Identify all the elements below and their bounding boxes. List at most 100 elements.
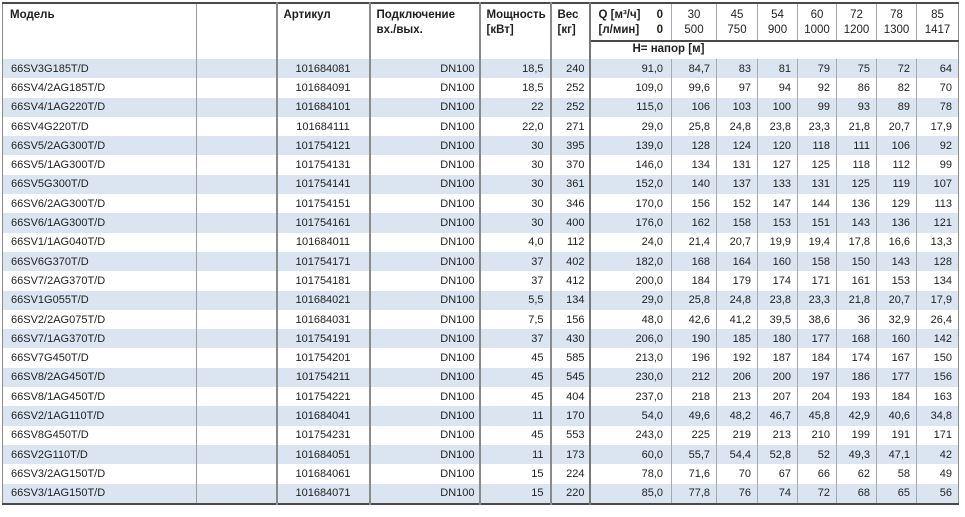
table-body: 66SV3G185T/D 101684081 DN100 18,5 240 91,0 84,…	[2, 59, 959, 504]
cell-head-q0: 206,0	[588, 329, 672, 349]
table-row: 66SV7G450T/D 101754201 DN100 45 585 213,0 196 1…	[3, 348, 959, 368]
cell-weight: 395	[549, 136, 590, 156]
cell-spacer	[196, 329, 277, 349]
column-header-flowrate: 54 900	[757, 3, 798, 41]
table-row: 66SV6/1AG300T/D 101754161 DN100 30 400 176,0 1…	[2, 213, 959, 233]
cell-head-value: 23,3	[797, 116, 837, 137]
cell-head-value: 83	[716, 59, 758, 79]
cell-head-value: 129	[876, 194, 917, 214]
cell-head-value: 143	[876, 251, 917, 272]
cell-head-value: 62	[836, 464, 877, 484]
cell-article: 101684031	[275, 309, 370, 330]
cell-head-value: 70	[716, 464, 758, 484]
cell-head-q0: 54,0	[588, 406, 672, 426]
cell-head-value: 89	[876, 97, 917, 117]
cell-power: 45	[478, 387, 551, 407]
q-units-lmin: [л/мин]	[598, 24, 640, 36]
cell-head-value: 163	[916, 387, 959, 407]
power-label-line2: [кВт]	[486, 24, 514, 36]
cell-head-value: 58	[876, 464, 917, 484]
header-row-head: Н= напор [м]	[3, 40, 959, 59]
q-header-line1: Q [м³/ч] 0	[599, 8, 664, 23]
cell-head-value: 42,9	[836, 406, 877, 426]
cell-head-value: 153	[876, 271, 917, 291]
cell-spacer	[196, 425, 277, 445]
cell-head-q0: 152,0	[588, 174, 672, 195]
cell-head-value: 77,8	[671, 483, 717, 504]
cell-head-value: 124	[716, 136, 758, 156]
cell-head-value: 218	[671, 387, 717, 407]
cell-connection: DN100	[368, 213, 480, 233]
column-header-flowrate: 78 1300	[876, 3, 917, 41]
q-units-m3h: Q [м³/ч]	[598, 9, 641, 21]
cell-weight: 370	[549, 155, 590, 175]
cell-head-value: 74	[757, 483, 798, 504]
cell-head-value: 125	[797, 155, 837, 175]
cell-weight: 170	[549, 406, 590, 426]
cell-spacer	[196, 232, 277, 252]
cell-article: 101684021	[275, 290, 370, 310]
cell-head-q0: 24,0	[588, 232, 672, 252]
cell-head-value: 94	[757, 78, 798, 98]
cell-connection: DN100	[368, 329, 480, 349]
cell-head-value: 23,8	[757, 290, 798, 310]
cell-head-value: 153	[757, 213, 798, 233]
cell-head-q0: 78,0	[588, 464, 672, 484]
cell-weight: 553	[549, 425, 590, 445]
table-row: 66SV5G300T/D 101754141 DN100 30 361 152,0 140 1…	[2, 174, 959, 195]
cell-power: 18,5	[478, 59, 551, 79]
cell-connection: DN100	[368, 309, 480, 330]
cell-connection: DN100	[368, 406, 480, 426]
cell-model: 66SV4G220T/D	[11, 120, 89, 133]
cell-connection: DN100	[368, 155, 480, 175]
cell-model: 66SV3/2AG150T/D	[11, 467, 106, 480]
cell-weight: 252	[549, 78, 590, 98]
cell-head-value: 17,9	[916, 290, 959, 310]
cell-article: 101754181	[275, 271, 370, 291]
cell-head-value: 56	[916, 483, 959, 504]
cell-head-value: 71,6	[671, 464, 717, 484]
cell-head-value: 84,7	[671, 59, 717, 79]
cell-head-value: 67	[757, 464, 798, 484]
cell-head-value: 19,9	[757, 232, 798, 252]
cell-head-value: 81	[757, 59, 798, 79]
table-row: 66SV2G110T/D 101684051 DN100 11 173 60,0 55,7 5…	[2, 444, 959, 465]
cell-head-value: 20,7	[876, 290, 917, 310]
q-zero-value-m3h: 0	[656, 9, 663, 21]
cell-connection: DN100	[368, 232, 480, 252]
cell-article: 101684071	[275, 483, 370, 504]
cell-head-value: 99	[797, 97, 837, 117]
cell-model: 66SV8G450T/D	[11, 429, 89, 442]
cell-head-q0: 91,0	[588, 59, 672, 79]
cell-connection: DN100	[368, 348, 480, 368]
cell-article: 101684011	[275, 232, 370, 252]
cell-power: 45	[478, 425, 551, 445]
table-row: 66SV7/1AG370T/D 101754191 DN100 37 430 206,0 1…	[2, 329, 959, 349]
cell-head-value: 25,8	[671, 290, 717, 310]
cell-head-value: 131	[797, 174, 837, 195]
cell-power: 15	[478, 464, 551, 484]
cell-head-value: 106	[671, 97, 717, 117]
cell-head-value: 64	[916, 59, 959, 79]
cell-head-value: 152	[716, 194, 758, 214]
cell-connection: DN100	[368, 174, 480, 195]
cell-head-q0: 200,0	[588, 271, 672, 291]
power-label-line1: Мощность	[486, 9, 546, 21]
cell-head-value: 134	[916, 271, 959, 291]
cell-head-value: 23,3	[797, 290, 837, 310]
cell-head-value: 147	[757, 194, 798, 214]
cell-head-value: 48,2	[716, 406, 758, 426]
cell-spacer	[196, 194, 277, 214]
cell-head-value: 25,8	[671, 116, 717, 137]
cell-head-value: 131	[716, 155, 758, 175]
column-header-connection: Подключение вх./вых.	[368, 3, 480, 59]
cell-spacer	[196, 309, 277, 330]
cell-connection: DN100	[368, 387, 480, 407]
cell-head-value: 199	[836, 425, 877, 445]
cell-model: 66SV5/1AG300T/D	[11, 159, 106, 172]
column-header-flowrate: 30 500	[671, 3, 717, 41]
cell-head-value: 99	[916, 155, 959, 175]
cell-power: 30	[478, 155, 551, 175]
weight-label-line1: Вес	[557, 9, 579, 21]
cell-head-value: 19,4	[797, 232, 837, 252]
